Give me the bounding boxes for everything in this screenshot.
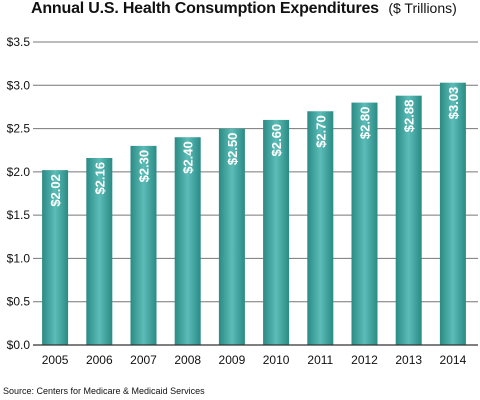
bar-data-label: $3.03 <box>446 87 461 120</box>
x-tick-label: 2006 <box>86 353 113 367</box>
x-tick-label: 2011 <box>307 353 333 367</box>
title-row: Annual U.S. Health Consumption Expenditu… <box>31 0 457 22</box>
bar <box>351 102 378 345</box>
bar-data-label: $2.88 <box>402 100 417 133</box>
x-tick-label: 2005 <box>42 353 69 367</box>
x-tick-label: 2012 <box>351 353 378 367</box>
bar-data-label: $2.50 <box>225 133 240 166</box>
y-tick-label: $3.5 <box>7 35 31 49</box>
bar-data-label: $2.70 <box>313 115 328 148</box>
chart-title: Annual U.S. Health Consumption Expenditu… <box>31 0 379 17</box>
y-tick-label: $0.0 <box>7 338 31 352</box>
y-tick-label: $0.5 <box>7 295 31 309</box>
bar <box>218 128 245 345</box>
x-axis-ticks: 2005 2006 2007 2008 2009 2010 2011 2012 2013 2014 <box>42 353 467 367</box>
x-tick-label: 2007 <box>130 353 157 367</box>
bar <box>307 111 334 345</box>
bar <box>130 145 157 345</box>
y-tick-label: $1.5 <box>7 208 31 222</box>
bar <box>263 119 290 346</box>
chart-unit-note: ($ Trillions) <box>388 0 457 16</box>
bars: $2.02 $2.16 $2.30 $2.40 $2.50 $2.60 $2.70 $2.80… <box>42 82 466 346</box>
bar-data-label: $2.80 <box>358 107 373 140</box>
source-note: Source: Centers for Medicare & Medicaid … <box>3 386 205 396</box>
bar <box>439 82 466 345</box>
bar-data-label: $2.30 <box>137 150 152 183</box>
bar <box>42 170 69 345</box>
bar <box>86 158 113 345</box>
bar <box>395 95 422 345</box>
x-tick-label: 2014 <box>440 353 467 367</box>
bar <box>174 137 201 345</box>
y-axis-ticks: $0.0 $0.5 $1.0 $1.5 $2.0 $2.5 $3.0 $3.5 <box>7 35 31 352</box>
y-tick-label: $3.0 <box>7 78 31 92</box>
y-tick-label: $2.5 <box>7 122 31 136</box>
x-tick-label: 2008 <box>174 353 201 367</box>
bar-data-label: $2.02 <box>48 174 63 207</box>
bar-data-label: $2.16 <box>92 162 107 195</box>
y-tick-label: $2.0 <box>7 165 31 179</box>
x-tick-label: 2013 <box>395 353 422 367</box>
bar-data-label: $2.60 <box>269 124 284 157</box>
x-tick-label: 2009 <box>219 353 246 367</box>
x-tick-label: 2010 <box>263 353 290 367</box>
bar-data-label: $2.40 <box>181 141 196 174</box>
y-tick-label: $1.0 <box>7 251 31 265</box>
